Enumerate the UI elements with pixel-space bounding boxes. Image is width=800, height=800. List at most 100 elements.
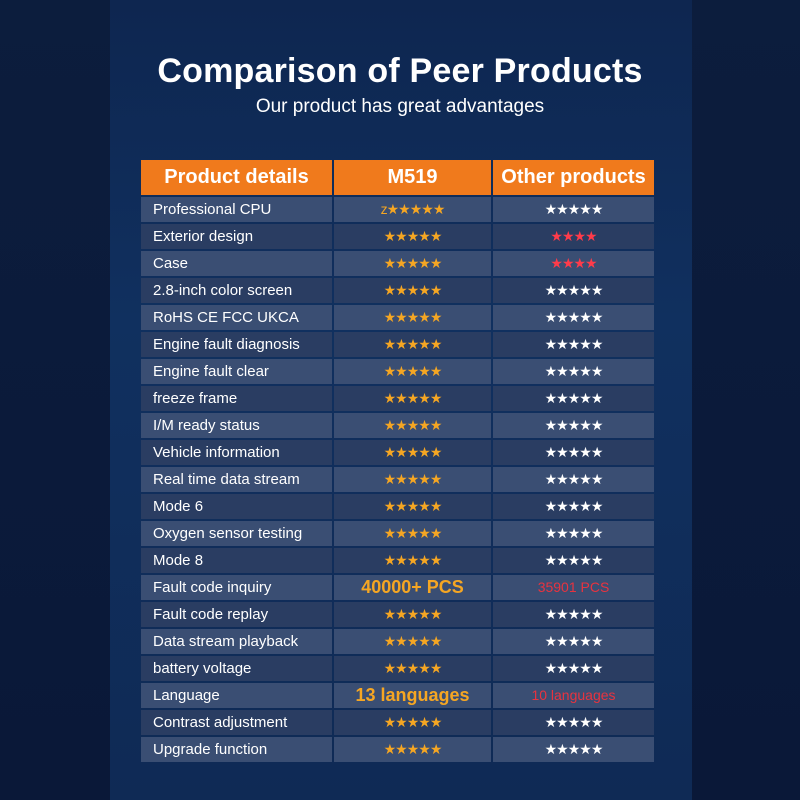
other-value: ★★★★★	[544, 201, 604, 217]
table-row: freeze frame ★★★★★ ★★★★★	[141, 386, 654, 411]
m519-value: 13 languages	[355, 685, 470, 705]
other-rating: ★★★★★	[493, 413, 654, 438]
row-label: Engine fault clear	[141, 359, 332, 384]
table-row: Mode 6 ★★★★★ ★★★★★	[141, 494, 654, 519]
other-rating: ★★★★★	[493, 494, 654, 519]
other-rating: ★★★★	[493, 224, 654, 249]
other-rating: ★★★★★	[493, 602, 654, 627]
header-product-details: Product details	[141, 160, 332, 195]
other-rating: 35901 PCS	[493, 575, 654, 600]
row-label: RoHS CE FCC UKCA	[141, 305, 332, 330]
other-rating: ★★★★★	[493, 629, 654, 654]
table-row: Language 13 languages 10 languages	[141, 683, 654, 708]
other-rating: ★★★★	[493, 251, 654, 276]
row-label: Oxygen sensor testing	[141, 521, 332, 546]
row-label: Case	[141, 251, 332, 276]
m519-rating: ★★★★★	[334, 494, 491, 519]
m519-rating: ★★★★★	[334, 710, 491, 735]
m519-value: ★★★★★	[383, 255, 443, 271]
row-label: Real time data stream	[141, 467, 332, 492]
other-rating: ★★★★★	[493, 548, 654, 573]
other-rating: ★★★★★	[493, 467, 654, 492]
m519-value: ★★★★★	[383, 390, 443, 406]
other-value: ★★★★★	[544, 282, 604, 298]
row-label: Exterior design	[141, 224, 332, 249]
table-row: Fault code replay ★★★★★ ★★★★★	[141, 602, 654, 627]
row-label: Engine fault diagnosis	[141, 332, 332, 357]
m519-rating: ★★★★★	[334, 278, 491, 303]
m519-value: ★★★★★	[383, 363, 443, 379]
m519-rating: ★★★★★	[334, 332, 491, 357]
m519-value: ★★★★★	[383, 417, 443, 433]
row-label: I/M ready status	[141, 413, 332, 438]
m519-value: ★★★★★	[383, 606, 443, 622]
other-rating: ★★★★★	[493, 197, 654, 222]
table-row: Fault code inquiry 40000+ PCS 35901 PCS	[141, 575, 654, 600]
table-row: Exterior design ★★★★★ ★★★★	[141, 224, 654, 249]
m519-value: ★★★★★	[383, 471, 443, 487]
row-label: Language	[141, 683, 332, 708]
table-row: Contrast adjustment ★★★★★ ★★★★★	[141, 710, 654, 735]
m519-rating: ★★★★★	[334, 440, 491, 465]
table-row: 2.8-inch color screen ★★★★★ ★★★★★	[141, 278, 654, 303]
row-label: freeze frame	[141, 386, 332, 411]
m519-value: ★★★★★	[383, 741, 443, 757]
other-rating: 10 languages	[493, 683, 654, 708]
header-m519: M519	[334, 160, 491, 195]
other-value: ★★★★	[550, 228, 597, 244]
m519-rating: ★★★★★	[334, 386, 491, 411]
m519-rating: ★★★★★	[334, 224, 491, 249]
other-value: ★★★★★	[544, 741, 604, 757]
table-row: RoHS CE FCC UKCA ★★★★★ ★★★★★	[141, 305, 654, 330]
other-rating: ★★★★★	[493, 278, 654, 303]
other-value: ★★★★★	[544, 390, 604, 406]
m519-rating: 13 languages	[334, 683, 491, 708]
table-row: Upgrade function ★★★★★ ★★★★★	[141, 737, 654, 762]
other-rating: ★★★★★	[493, 359, 654, 384]
m519-value: ★★★★★	[383, 228, 443, 244]
other-rating: ★★★★★	[493, 710, 654, 735]
row-label: 2.8-inch color screen	[141, 278, 332, 303]
other-value: ★★★★★	[544, 417, 604, 433]
row-label: Data stream playback	[141, 629, 332, 654]
other-value: ★★★★★	[544, 714, 604, 730]
other-rating: ★★★★★	[493, 386, 654, 411]
m519-value: ★★★★★	[383, 525, 443, 541]
row-label: Fault code inquiry	[141, 575, 332, 600]
row-label: Vehicle information	[141, 440, 332, 465]
comparison-table: Product details M519 Other products Prof…	[139, 158, 656, 764]
table-row: Professional CPU z★★★★★ ★★★★★	[141, 197, 654, 222]
header-other-products: Other products	[493, 160, 654, 195]
other-rating: ★★★★★	[493, 305, 654, 330]
table-row: battery voltage ★★★★★ ★★★★★	[141, 656, 654, 681]
m519-value: ★★★★★	[383, 714, 443, 730]
other-rating: ★★★★★	[493, 521, 654, 546]
other-value: 35901 PCS	[537, 579, 610, 595]
m519-value: 40000+ PCS	[361, 577, 464, 597]
m519-rating: ★★★★★	[334, 413, 491, 438]
other-value: ★★★★★	[544, 606, 604, 622]
table-row: Engine fault clear ★★★★★ ★★★★★	[141, 359, 654, 384]
m519-rating: ★★★★★	[334, 656, 491, 681]
other-value: ★★★★	[550, 255, 597, 271]
table-row: Data stream playback ★★★★★ ★★★★★	[141, 629, 654, 654]
table-row: Engine fault diagnosis ★★★★★ ★★★★★	[141, 332, 654, 357]
m519-value: ★★★★★	[383, 282, 443, 298]
table-row: Oxygen sensor testing ★★★★★ ★★★★★	[141, 521, 654, 546]
row-label: Professional CPU	[141, 197, 332, 222]
row-label: battery voltage	[141, 656, 332, 681]
other-rating: ★★★★★	[493, 737, 654, 762]
page-title: Comparison of Peer Products	[157, 52, 643, 90]
other-rating: ★★★★★	[493, 332, 654, 357]
m519-rating: ★★★★★	[334, 737, 491, 762]
other-rating: ★★★★★	[493, 656, 654, 681]
other-value: ★★★★★	[544, 525, 604, 541]
table-header-row: Product details M519 Other products	[141, 160, 654, 195]
m519-value: ★★★★★	[383, 336, 443, 352]
table-row: Vehicle information ★★★★★ ★★★★★	[141, 440, 654, 465]
other-value: ★★★★★	[544, 471, 604, 487]
m519-value: ★★★★★	[383, 660, 443, 676]
background-right	[692, 0, 800, 800]
m519-rating: ★★★★★	[334, 251, 491, 276]
row-label: Contrast adjustment	[141, 710, 332, 735]
